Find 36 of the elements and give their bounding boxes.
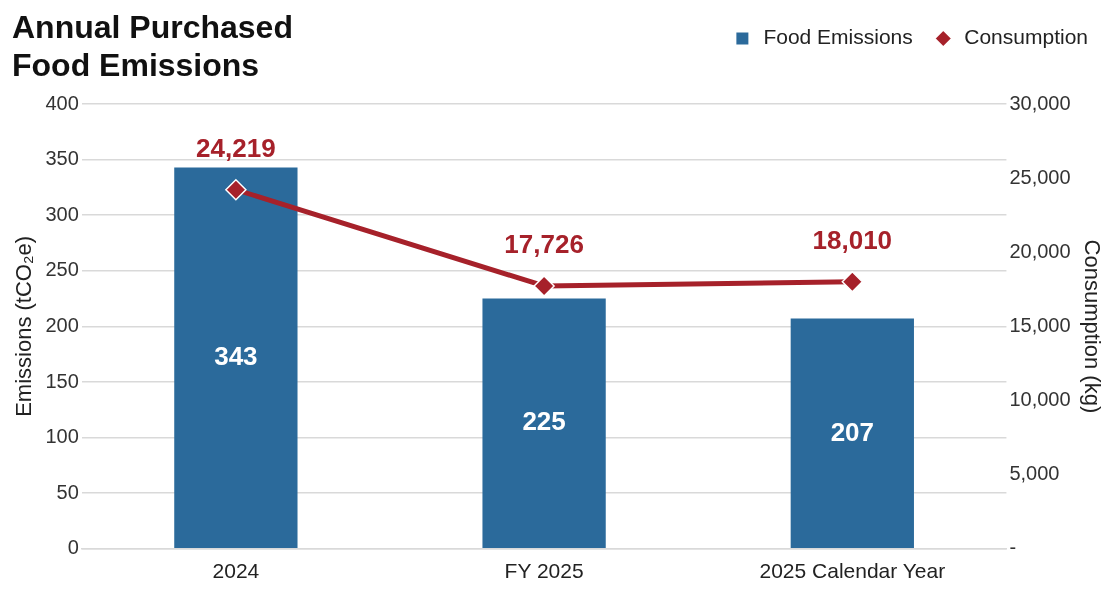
y-axis-title: Emissions (tCO₂e): [11, 235, 37, 417]
y-tick-label: 150: [45, 369, 79, 392]
y-tick-label: 350: [45, 147, 79, 170]
bar: [790, 318, 914, 549]
data-label: 225: [522, 406, 566, 437]
y-tick-label: 300: [45, 202, 79, 225]
y-tick-label: 0: [67, 536, 79, 559]
data-label: 207: [830, 416, 875, 447]
y-tick-label: 400: [45, 91, 79, 114]
y-tick-label: 200: [45, 313, 79, 336]
x-tick-label: FY 2025: [504, 559, 584, 583]
data-label: 24,219: [196, 132, 276, 163]
bar: [482, 298, 606, 549]
y2-axis-title: Consumption (kg): [1079, 239, 1105, 414]
data-label: 18,010: [812, 224, 893, 255]
y2-tick-label: 10,000: [1009, 388, 1071, 411]
x-tick-label: 2025 Calendar Year: [759, 559, 946, 583]
legend-label: Consumption: [964, 25, 1088, 49]
bar: [174, 167, 298, 549]
data-label: 343: [214, 340, 258, 371]
x-tick-label: 2024: [212, 559, 260, 583]
point: [533, 275, 555, 297]
y2-tick-label: 15,000: [1009, 313, 1071, 336]
point: [225, 178, 247, 201]
y2-tick-label: 30,000: [1009, 91, 1071, 114]
chart-title: Annual Purchased Food Emissions: [12, 8, 294, 84]
y-tick-label: 250: [45, 258, 79, 281]
y2-tick-label: 25,000: [1009, 165, 1071, 188]
y-tick-label: 50: [56, 480, 79, 503]
y2-tick-label: 5,000: [1009, 462, 1060, 485]
legend-label: Food Emissions: [763, 25, 913, 49]
point: [841, 271, 864, 293]
y2-tick-label: -: [1009, 536, 1017, 559]
data-label: 17,726: [504, 229, 584, 260]
y-tick-label: 100: [45, 425, 79, 448]
y2-tick-label: 20,000: [1009, 239, 1071, 262]
